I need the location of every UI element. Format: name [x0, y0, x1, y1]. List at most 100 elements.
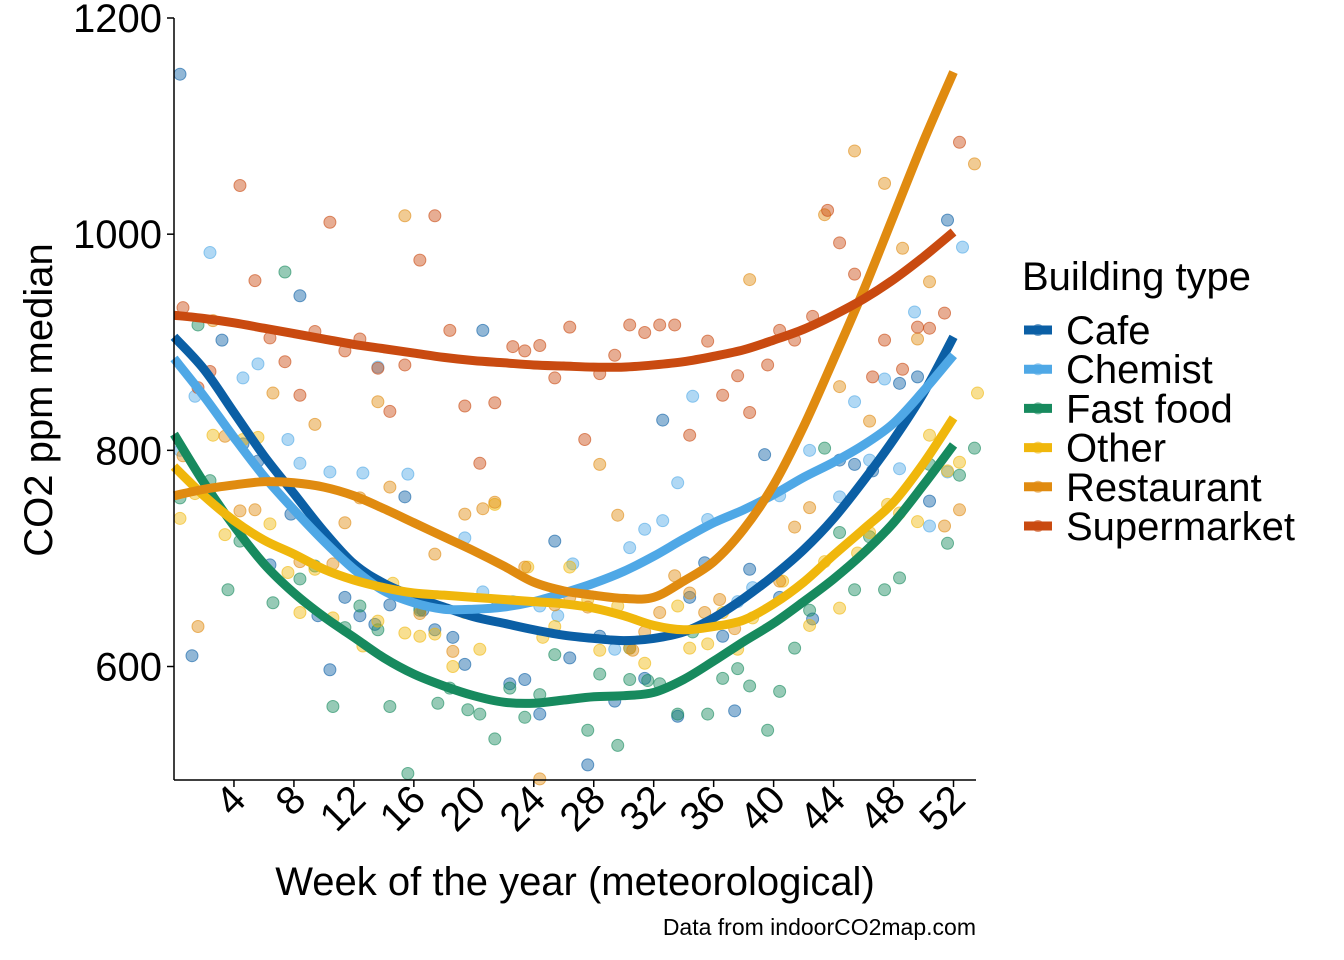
restaurant-point: [833, 380, 847, 394]
restaurant-point: [968, 157, 982, 171]
supermarket-point: [761, 358, 775, 372]
supermarket-point: [371, 361, 385, 375]
restaurant-point: [611, 508, 625, 522]
legend-label-supermarket: Supermarket: [1066, 505, 1295, 549]
fast-food-point: [848, 583, 862, 597]
other-point: [521, 560, 535, 574]
restaurant-point: [788, 520, 802, 534]
cafe-point: [353, 609, 367, 623]
supermarket-point: [488, 396, 502, 410]
y-axis-ticks: 600 800 1000 1200: [73, 0, 174, 690]
restaurant-point: [533, 772, 547, 786]
chemist-point: [236, 371, 250, 385]
cafe-point: [923, 494, 937, 508]
chemist-point: [893, 462, 907, 476]
supermarket-point: [278, 355, 292, 369]
points-layer: [173, 67, 984, 786]
legend-key-point-chemist: [1032, 363, 1044, 376]
chemist-point: [281, 433, 295, 447]
fast-food-point: [818, 441, 832, 455]
supermarket-point: [443, 323, 457, 337]
legend-key-point-fast-food: [1032, 402, 1044, 415]
other-smooth-line: [170, 415, 958, 635]
legend-item-chemist: Chemist: [1024, 348, 1213, 392]
lines-layer: [170, 70, 958, 708]
x-tick-label: 40: [731, 777, 794, 840]
supermarket-point: [533, 338, 547, 352]
fast-food-point: [266, 596, 280, 610]
supermarket-point: [653, 318, 667, 332]
cafe-point: [581, 758, 595, 772]
supermarket-point: [398, 358, 412, 372]
cafe-point: [563, 651, 577, 665]
supermarket-point: [683, 428, 697, 442]
legend-item-fast-food: Fast food: [1024, 387, 1233, 431]
fast-food-point: [803, 603, 817, 617]
fast-food-point: [788, 641, 802, 655]
cafe-point: [338, 590, 352, 604]
cafe-point: [458, 657, 472, 671]
chemist-point: [638, 522, 652, 536]
legend-label-other: Other: [1066, 427, 1166, 471]
other-point: [911, 515, 925, 529]
other-point: [593, 643, 607, 657]
restaurant-point: [863, 414, 877, 428]
supermarket-point: [953, 135, 967, 149]
fast-food-point: [953, 468, 967, 482]
y-tick-label: 800: [95, 429, 162, 473]
y-tick-label: 600: [95, 646, 162, 690]
fast-food-point: [671, 707, 685, 721]
cafe-point: [446, 630, 460, 644]
supermarket-point: [731, 369, 745, 383]
restaurant-point: [428, 547, 442, 561]
restaurant-smooth-line: [173, 70, 958, 604]
other-point: [671, 599, 685, 613]
legend-label-fast-food: Fast food: [1066, 387, 1233, 431]
supermarket-point: [716, 388, 730, 402]
cafe-point: [398, 490, 412, 504]
x-tick-label: 24: [492, 777, 555, 840]
fast-food-point: [548, 648, 562, 662]
x-tick-label: 52: [911, 777, 974, 840]
supermarket-point: [506, 340, 520, 354]
other-point: [941, 464, 955, 478]
fast-food-point: [743, 679, 757, 693]
fast-food-point: [941, 536, 955, 550]
other-point: [683, 641, 697, 655]
x-tick-label: 4: [207, 777, 254, 824]
restaurant-point: [233, 504, 247, 518]
cafe-point: [173, 67, 187, 81]
cafe-point: [548, 534, 562, 548]
cafe-point: [323, 663, 337, 677]
x-tick-label: 48: [851, 777, 914, 840]
cafe-point: [533, 707, 547, 721]
other-point: [173, 511, 187, 525]
restaurant-point: [878, 176, 892, 190]
fast-food-point: [641, 674, 655, 688]
fast-food-point: [278, 265, 292, 279]
legend-key-point-restaurant: [1032, 480, 1044, 493]
restaurant-point: [626, 643, 640, 657]
restaurant-point: [383, 480, 397, 494]
fast-food-point: [731, 662, 745, 676]
legend-title: Building type: [1022, 255, 1251, 299]
restaurant-point: [308, 417, 322, 431]
supermarket-point: [638, 326, 652, 340]
x-tick-label: 16: [372, 777, 435, 840]
fast-food-point: [968, 441, 982, 455]
cafe-point: [683, 590, 697, 604]
supermarket-point: [938, 306, 952, 320]
fast-food-point: [431, 696, 445, 710]
supermarket-point: [248, 274, 262, 288]
cafe-point: [716, 629, 730, 643]
restaurant-point: [923, 275, 937, 289]
chemist-point: [293, 456, 307, 470]
fast-food-point: [518, 710, 532, 724]
supermarket-point: [623, 318, 637, 332]
supermarket-point: [563, 320, 577, 334]
x-axis-title: Week of the year (meteorological): [275, 860, 875, 904]
fast-food-point: [353, 599, 367, 613]
supermarket-point: [833, 236, 847, 250]
